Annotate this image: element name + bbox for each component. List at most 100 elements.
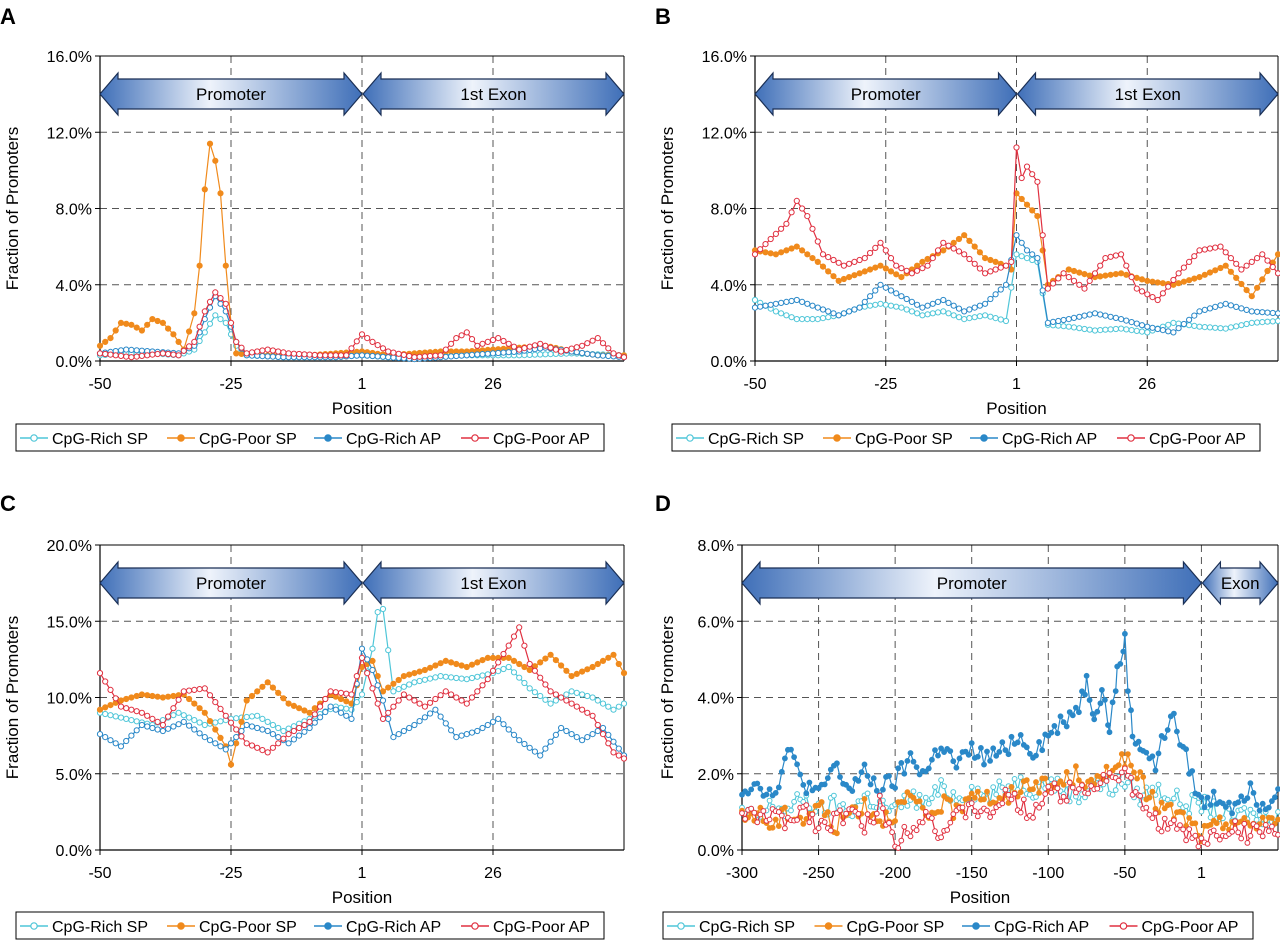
region-arrow bbox=[99, 71, 363, 117]
data-point bbox=[102, 678, 109, 685]
data-point bbox=[552, 346, 560, 353]
data-point bbox=[886, 773, 892, 779]
data-point bbox=[154, 726, 161, 733]
data-point bbox=[599, 700, 607, 707]
data-point bbox=[1198, 835, 1205, 842]
data-point bbox=[374, 342, 381, 349]
data-point bbox=[809, 811, 816, 818]
data-point bbox=[159, 350, 166, 357]
data-point bbox=[1180, 320, 1188, 328]
data-point bbox=[343, 712, 350, 719]
data-point bbox=[112, 713, 119, 720]
data-point bbox=[1244, 840, 1251, 846]
data-point bbox=[1206, 324, 1214, 331]
data-point bbox=[1220, 825, 1226, 832]
data-point bbox=[846, 308, 853, 315]
data-point bbox=[1180, 278, 1188, 285]
data-point bbox=[547, 351, 554, 358]
data-point bbox=[846, 260, 853, 267]
x-tick-label: -50 bbox=[1113, 865, 1136, 882]
data-point bbox=[1023, 744, 1030, 751]
data-point bbox=[1065, 274, 1072, 281]
data-point bbox=[1247, 833, 1254, 839]
data-point bbox=[474, 673, 481, 680]
data-point bbox=[311, 351, 318, 359]
data-point bbox=[468, 694, 476, 701]
data-point bbox=[1133, 320, 1140, 327]
data-point bbox=[421, 714, 428, 721]
data-point bbox=[882, 247, 889, 254]
data-point bbox=[799, 247, 806, 254]
data-point bbox=[149, 715, 156, 723]
data-point bbox=[395, 676, 402, 684]
data-point bbox=[395, 697, 402, 704]
data-point bbox=[275, 348, 282, 355]
data-point bbox=[924, 255, 931, 263]
data-point bbox=[1118, 316, 1125, 323]
x-tick-label: -150 bbox=[956, 865, 988, 882]
data-point bbox=[610, 651, 617, 658]
legend-label: CpG-Rich AP bbox=[1002, 431, 1097, 448]
data-point bbox=[1097, 273, 1104, 280]
data-point bbox=[809, 316, 816, 323]
data-point bbox=[1144, 323, 1151, 330]
data-point bbox=[1073, 789, 1079, 796]
data-point bbox=[154, 693, 161, 700]
data-point bbox=[337, 709, 345, 716]
data-point bbox=[264, 727, 271, 735]
data-point bbox=[788, 314, 795, 321]
data-point bbox=[1227, 268, 1235, 275]
data-point bbox=[552, 731, 560, 739]
data-point bbox=[296, 350, 303, 358]
data-point bbox=[966, 306, 973, 313]
data-point bbox=[1233, 323, 1240, 330]
data-point bbox=[484, 721, 491, 729]
data-point bbox=[390, 688, 397, 695]
legend-label: CpG-Rich AP bbox=[346, 431, 441, 448]
data-point bbox=[385, 709, 392, 716]
data-point bbox=[463, 663, 470, 671]
data-point bbox=[1112, 325, 1120, 333]
data-point bbox=[489, 654, 497, 662]
data-point bbox=[96, 731, 104, 738]
data-point bbox=[997, 316, 1004, 323]
data-point bbox=[306, 724, 313, 732]
data-point bbox=[379, 688, 387, 695]
data-point bbox=[427, 664, 434, 671]
data-point bbox=[427, 710, 434, 717]
data-point bbox=[925, 765, 932, 772]
data-point bbox=[1161, 815, 1168, 822]
data-point bbox=[238, 727, 245, 735]
data-point bbox=[589, 337, 596, 344]
data-point bbox=[437, 660, 444, 667]
data-point bbox=[306, 709, 313, 716]
data-point bbox=[1081, 325, 1088, 333]
data-point bbox=[1269, 798, 1275, 804]
data-point bbox=[1008, 796, 1015, 803]
y-tick-label: 4.0% bbox=[711, 278, 747, 295]
data-point bbox=[971, 314, 978, 321]
data-point bbox=[615, 352, 622, 359]
data-point bbox=[170, 331, 177, 338]
data-point bbox=[1112, 688, 1119, 694]
data-point bbox=[924, 302, 931, 309]
data-point bbox=[821, 781, 828, 788]
data-point bbox=[605, 345, 612, 352]
data-point bbox=[1048, 729, 1055, 736]
data-point bbox=[353, 338, 360, 345]
data-point bbox=[442, 346, 449, 353]
data-point bbox=[222, 300, 229, 307]
data-point bbox=[1238, 835, 1245, 842]
data-point bbox=[1274, 310, 1280, 317]
data-point bbox=[976, 265, 984, 272]
data-point bbox=[1076, 313, 1083, 320]
data-point bbox=[1070, 314, 1078, 321]
data-point bbox=[186, 687, 193, 694]
data-point bbox=[873, 787, 880, 794]
data-point bbox=[547, 344, 554, 351]
data-point bbox=[521, 345, 528, 352]
data-point bbox=[573, 703, 580, 710]
data-point bbox=[233, 338, 240, 345]
data-point bbox=[993, 752, 1000, 759]
data-point bbox=[901, 823, 908, 830]
